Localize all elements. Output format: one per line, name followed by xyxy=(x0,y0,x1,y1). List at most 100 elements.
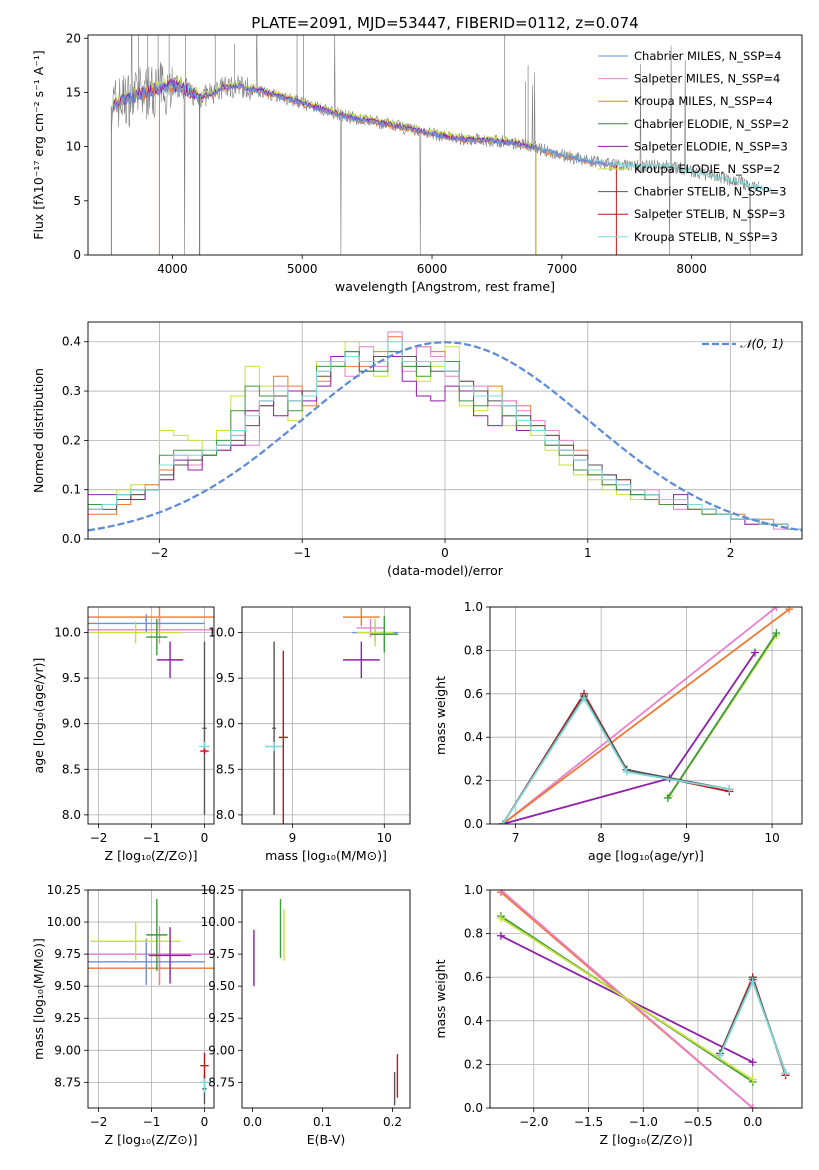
massweight_vs_Z-frame xyxy=(489,889,803,1109)
massweight_vs_Z-xtick-label: −0.5 xyxy=(683,1115,712,1129)
massweight_vs_age-point-marker xyxy=(498,820,507,824)
spectrum-ytick-label: 15 xyxy=(66,85,81,99)
age_vs_Z-ytick-label: 8.5 xyxy=(62,762,81,776)
mass_vs_ebv-xtick-label: 0.2 xyxy=(383,1115,402,1129)
age_vs_Z-point xyxy=(200,748,209,754)
age_vs_Z-point xyxy=(90,621,181,644)
mass_vs_Z-point xyxy=(200,1052,209,1079)
age_vs_mass-xlabel: mass [log₁₀(M/M⊙)] xyxy=(265,848,387,863)
age_vs_mass-ytick-label: 9.5 xyxy=(216,671,235,685)
age_vs_Z-point xyxy=(156,641,184,679)
mass_vs_ebv-ytick-label: 10.00 xyxy=(201,915,235,929)
massweight_vs_Z-series-line xyxy=(500,917,754,1081)
mass_vs_ebv-ytick-label: 9.75 xyxy=(208,947,235,961)
age_vs_Z-point xyxy=(88,614,205,633)
spectrum-ytick-label: 20 xyxy=(66,31,81,45)
massweight_vs_age-point-marker xyxy=(580,694,589,703)
mass_vs_Z-ytick-label: 10.25 xyxy=(47,883,81,897)
age_vs_Z-xtick-label: 0 xyxy=(201,831,209,845)
spectrum-xtick-label: 7000 xyxy=(547,262,578,276)
residuals-ytick-label: 0.3 xyxy=(62,384,81,398)
massweight_vs_Z-point-marker xyxy=(496,914,505,923)
age_vs_Z-ytick-label: 9.5 xyxy=(62,671,81,685)
spectrum-legend-label: Kroupa MILES, N_SSP=4 xyxy=(634,94,773,108)
massweight_vs_Z-point-marker xyxy=(748,1058,757,1067)
spectrum-legend-label: Chabrier ELODIE, N_SSP=2 xyxy=(634,117,789,131)
spectrum-legend-label: Kroupa STELIB, N_SSP=3 xyxy=(634,230,778,244)
mass_vs_ebv-xlabel: E(B-V) xyxy=(307,1132,346,1147)
age_vs_mass-point xyxy=(264,741,284,752)
residuals-frame xyxy=(87,321,803,540)
massweight_vs_age-series-line xyxy=(667,632,778,799)
age_vs_mass-xtick-label: 10 xyxy=(377,831,392,845)
spectrum-ylabel: Flux [fλ10⁻¹⁷ erg cm⁻² s⁻¹ A⁻¹] xyxy=(31,50,46,239)
massweight_vs_Z-xtick-label: −1.0 xyxy=(629,1115,658,1129)
massweight_vs_Z-xtick-label: −1.5 xyxy=(574,1115,603,1129)
age_vs_mass-point xyxy=(272,641,276,815)
age_vs_Z-point xyxy=(88,616,214,644)
massweight_vs_age-point-marker xyxy=(772,607,781,611)
spectrum-ytick-label: 5 xyxy=(73,194,81,208)
residuals-xtick-label: 0 xyxy=(441,546,449,560)
spectrum-xtick-label: 6000 xyxy=(417,262,448,276)
massweight_vs_age-point-marker xyxy=(663,793,672,802)
spectrum-xlabel: wavelength [Angstrom, rest frame] xyxy=(335,279,555,294)
massweight_vs_age-series-line xyxy=(502,696,730,824)
massweight_vs_Z-point-marker xyxy=(715,1051,724,1060)
spectrum-legend-label: Chabrier STELIB, N_SSP=3 xyxy=(634,185,786,199)
mass_vs_Z-xtick-label: 0 xyxy=(201,1115,209,1129)
mass_vs_Z-xtick-label: −2 xyxy=(90,1115,108,1129)
mass_vs_ebv-ytick-label: 10.25 xyxy=(201,883,235,897)
massweight_vs_age-xtick-label: 7 xyxy=(512,831,520,845)
massweight_vs_Z-point-marker xyxy=(748,977,757,986)
massweight_vs_age-series-line xyxy=(502,692,730,824)
age_vs_mass-ytick-label: 8.0 xyxy=(216,808,235,822)
residuals-ylabel: Normed distribution xyxy=(31,368,46,493)
massweight_vs_age-ytick-label: 0.6 xyxy=(464,687,483,701)
age_vs_Z-ytick-label: 10.0 xyxy=(54,626,81,640)
massweight_vs_Z-point-marker xyxy=(496,931,505,940)
residuals-ytick-label: 0.2 xyxy=(62,433,81,447)
massweight_vs_age-ytick-label: 1.0 xyxy=(464,600,483,614)
age_vs_Z-ytick-label: 8.0 xyxy=(62,808,81,822)
age_vs_mass-point xyxy=(356,618,394,647)
mass_vs_ebv-axes xyxy=(238,889,393,1112)
massweight_vs_Z-point-marker xyxy=(496,890,505,894)
mass_vs_Z-ylabel: mass [log₁₀(M/M⊙)] xyxy=(31,938,46,1060)
mass_vs_ebv-ytick-label: 9.50 xyxy=(208,979,235,993)
residuals-xtick-label: 2 xyxy=(727,546,735,560)
mass_vs_Z-frame xyxy=(87,889,215,1109)
massweight_vs_age-point-marker xyxy=(772,629,781,638)
spectrum-legend-label: Salpeter STELIB, N_SSP=3 xyxy=(634,207,785,221)
age_vs_mass-ytick-label: 9.0 xyxy=(216,717,235,731)
age_vs_Z-plot xyxy=(88,607,214,815)
residuals-ytick-label: 0.4 xyxy=(62,335,81,349)
massweight_vs_age-point-marker xyxy=(725,785,734,794)
massweight_vs_Z-point-marker xyxy=(748,1075,757,1084)
mass_vs_Z-ytick-label: 8.75 xyxy=(54,1075,81,1089)
massweight_vs_Z-ytick-label: 0.8 xyxy=(464,927,483,941)
massweight_vs_Z-xtick-label: −2.0 xyxy=(519,1115,548,1129)
spectrum-legend-label: Kroupa ELODIE, N_SSP=2 xyxy=(634,162,780,176)
age_vs_mass-ytick-label: 8.5 xyxy=(216,762,235,776)
massweight_vs_age-xlabel: age [log₁₀(age/yr)] xyxy=(588,848,704,863)
mass_vs_Z-ytick-label: 9.25 xyxy=(54,1011,81,1025)
mass_vs_ebv-frame xyxy=(241,889,411,1109)
age_vs_Z-xtick-label: −2 xyxy=(90,831,108,845)
residuals-xtick-label: 1 xyxy=(584,546,592,560)
mass_vs_ebv-ytick-label: 9.00 xyxy=(208,1043,235,1057)
age_vs_Z-axes xyxy=(84,607,214,828)
mass_vs_ebv-plot xyxy=(253,898,399,1106)
massweight_vs_Z-axes xyxy=(486,889,802,1112)
massweight_vs_age-series-line xyxy=(502,652,756,824)
age_vs_mass-frame xyxy=(241,606,411,825)
spectrum-legend-label: Salpeter MILES, N_SSP=4 xyxy=(634,72,780,86)
massweight_vs_age-ylabel: mass weight xyxy=(433,676,448,755)
massweight_vs_Z-ytick-label: 0.4 xyxy=(464,1014,483,1028)
residuals-plot xyxy=(88,331,802,532)
age_vs_Z-xlabel: Z [log₁₀(Z/Z⊙)] xyxy=(105,848,198,863)
massweight_vs_age-frame xyxy=(489,606,803,825)
residuals-xtick-label: −2 xyxy=(151,546,169,560)
spectrum-ytick-label: 10 xyxy=(66,140,81,154)
